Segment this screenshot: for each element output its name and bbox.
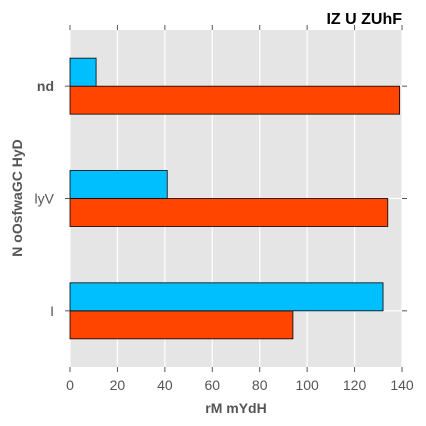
x-tick-label: 140 bbox=[390, 377, 414, 393]
y-axis-label: N oOsfwaGC HyD bbox=[9, 139, 25, 256]
tick-marks bbox=[65, 25, 407, 372]
bar-series-1-1 bbox=[69, 170, 168, 199]
bar-series-1-2 bbox=[69, 57, 97, 87]
x-tick-label: 20 bbox=[110, 377, 126, 393]
x-tick-label: 40 bbox=[157, 377, 173, 393]
x-tick-label: 100 bbox=[295, 377, 319, 393]
y-tick-label: nd bbox=[37, 78, 54, 94]
bar-series-1-0 bbox=[69, 282, 384, 312]
y-tick-label: lyV bbox=[35, 191, 55, 207]
x-tick-label: 80 bbox=[252, 377, 268, 393]
chart-title: IZ U ZUhF bbox=[326, 11, 402, 28]
bar-series-0-2 bbox=[69, 85, 401, 115]
x-tick-label: 120 bbox=[343, 377, 367, 393]
bar-series-0-0 bbox=[69, 310, 294, 340]
bars bbox=[69, 57, 401, 340]
x-tick-labels: 0 20 40 60 80 100 120 140 bbox=[66, 377, 414, 393]
x-tick-label: 0 bbox=[66, 377, 74, 393]
y-tick-label: I bbox=[50, 303, 54, 319]
x-axis-label: rM mYdH bbox=[205, 400, 266, 416]
bar-series-0-1 bbox=[69, 198, 389, 227]
x-tick-label: 60 bbox=[204, 377, 220, 393]
